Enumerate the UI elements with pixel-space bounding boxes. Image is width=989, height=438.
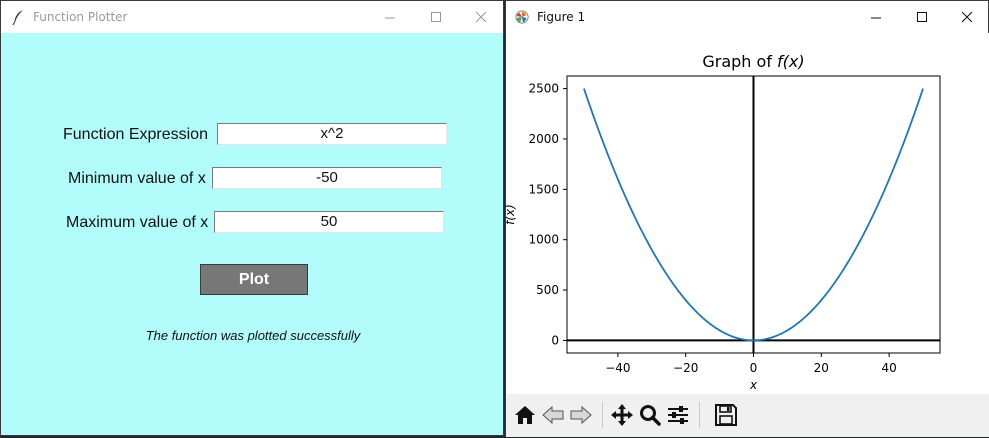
home-icon bbox=[515, 406, 535, 424]
home-button[interactable] bbox=[512, 402, 538, 428]
maximize-icon bbox=[917, 12, 927, 22]
close-button[interactable] bbox=[458, 1, 504, 33]
x-axis-label: x bbox=[749, 378, 758, 392]
y-tick-label: 0 bbox=[551, 333, 559, 347]
pan-button[interactable] bbox=[609, 402, 635, 428]
function-plotter-window: Function Plotter Function Expression x^2… bbox=[0, 0, 504, 436]
y-tick-label: 500 bbox=[536, 283, 559, 297]
chart-title: Graph of f(x) bbox=[702, 52, 804, 71]
title-bar: Function Plotter bbox=[1, 1, 503, 33]
figure-window: Figure 1 Graph of f(x) −40 −20 0 20 40 0 500 100… bbox=[505, 0, 989, 437]
toolbar-separator bbox=[699, 402, 700, 428]
figure-canvas[interactable]: Graph of f(x) −40 −20 0 20 40 0 500 1000 1500 2000… bbox=[506, 33, 989, 394]
minimize-button[interactable] bbox=[853, 1, 899, 33]
x-tick-label: −40 bbox=[605, 361, 630, 375]
status-message: The function was plotted successfully bbox=[145, 328, 361, 343]
x-tick-label: 0 bbox=[750, 361, 758, 375]
chart: Graph of f(x) −40 −20 0 20 40 0 500 1000 1500 2000… bbox=[506, 52, 941, 392]
y-tick-label: 2000 bbox=[528, 132, 559, 146]
zoom-icon bbox=[640, 405, 661, 426]
pan-icon bbox=[611, 404, 633, 426]
y-tick-label: 2500 bbox=[528, 82, 559, 96]
min-x-label: Minimum value of x bbox=[68, 170, 206, 187]
close-button[interactable] bbox=[944, 1, 989, 33]
matplotlib-logo-icon bbox=[515, 10, 529, 24]
close-icon bbox=[475, 11, 487, 23]
expression-input[interactable]: x^2 bbox=[217, 123, 447, 145]
save-button[interactable] bbox=[713, 402, 739, 428]
close-icon bbox=[961, 11, 973, 23]
x-tick-label: 20 bbox=[814, 361, 829, 375]
y-axis-label: f(x) bbox=[506, 204, 517, 225]
back-button[interactable] bbox=[540, 402, 566, 428]
configure-subplots-icon bbox=[668, 406, 688, 424]
minimize-icon bbox=[871, 17, 881, 19]
forward-button[interactable] bbox=[568, 402, 594, 428]
y-tick-label: 1500 bbox=[528, 182, 559, 196]
x-tick-label: 40 bbox=[881, 361, 896, 375]
max-x-label: Maximum value of x bbox=[66, 214, 209, 231]
feather-icon bbox=[12, 10, 23, 25]
x-tick-label: −20 bbox=[673, 361, 698, 375]
minimize-button[interactable] bbox=[367, 1, 413, 33]
save-icon bbox=[715, 404, 737, 426]
maximize-icon bbox=[431, 12, 441, 22]
zoom-button[interactable] bbox=[637, 402, 663, 428]
back-icon bbox=[542, 405, 564, 425]
max-x-input[interactable]: 50 bbox=[214, 211, 444, 233]
plot-button[interactable]: Plot bbox=[200, 264, 308, 295]
expression-label: Function Expression bbox=[63, 126, 208, 143]
navigation-toolbar bbox=[506, 394, 989, 437]
minimize-icon bbox=[385, 17, 395, 19]
window-title: Figure 1 bbox=[537, 10, 586, 24]
y-tick-label: 1000 bbox=[528, 233, 559, 247]
min-x-input[interactable]: -50 bbox=[212, 167, 442, 189]
toolbar-separator bbox=[602, 402, 603, 428]
maximize-button[interactable] bbox=[899, 1, 945, 33]
series-line bbox=[583, 88, 924, 342]
configure-subplots-button[interactable] bbox=[665, 402, 691, 428]
title-bar: Figure 1 bbox=[506, 1, 988, 33]
maximize-button[interactable] bbox=[413, 1, 459, 33]
window-title: Function Plotter bbox=[33, 10, 128, 24]
forward-icon bbox=[570, 405, 592, 425]
